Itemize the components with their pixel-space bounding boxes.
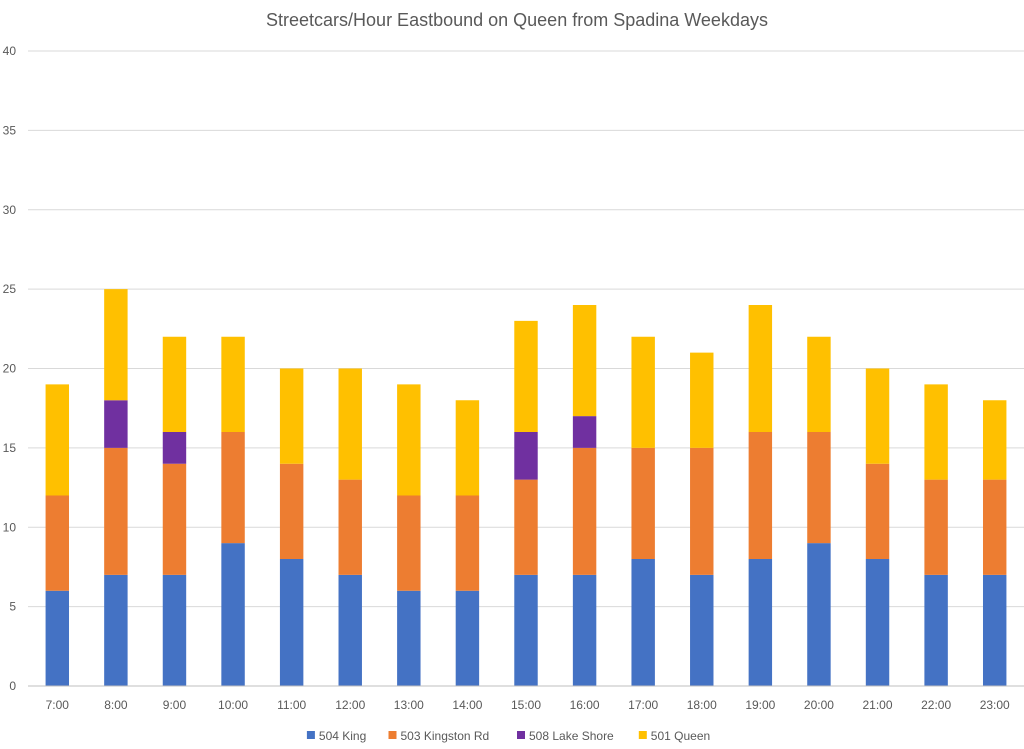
legend-swatch [388, 731, 397, 739]
bar-segment [807, 432, 831, 544]
bar-segment [690, 574, 714, 686]
bar-segment [397, 495, 421, 591]
x-tick-label: 15:00 [511, 698, 541, 712]
y-tick-label: 0 [9, 679, 16, 693]
bar-segment [221, 432, 245, 544]
x-tick-label: 18:00 [687, 698, 717, 712]
x-tick-label: 19:00 [745, 698, 775, 712]
bars [45, 289, 1007, 686]
x-tick-label: 22:00 [921, 698, 951, 712]
bar-segment [104, 447, 128, 575]
bar-segment [807, 543, 831, 686]
y-axis-ticks: 0 5 10 15 20 25 30 35 40 [3, 44, 17, 693]
x-tick-label: 21:00 [863, 698, 893, 712]
bar-segment [162, 432, 187, 464]
bar-segment [104, 400, 128, 448]
bar-segment [279, 559, 304, 686]
x-tick-label: 12:00 [335, 698, 365, 712]
bar-segment [748, 559, 773, 686]
legend-swatch [638, 731, 647, 739]
x-tick-label: 14:00 [452, 698, 482, 712]
x-tick-label: 20:00 [804, 698, 834, 712]
bar-segment [982, 479, 1007, 575]
bar-segment [748, 432, 773, 559]
x-tick-label: 11:00 [277, 698, 306, 712]
bar-segment [865, 463, 890, 559]
legend-label: 501 Queen [651, 729, 710, 743]
y-tick-label: 25 [3, 282, 17, 296]
bar-segment [104, 574, 128, 686]
legend-label: 508 Lake Shore [529, 729, 614, 743]
x-axis-ticks: 7:00 8:00 9:00 10:00 11:00 12:00 13:00 14:00 15:… [46, 698, 1010, 712]
bar-segment [104, 289, 128, 401]
bar-segment [572, 305, 597, 417]
y-tick-label: 40 [3, 44, 17, 58]
x-tick-label: 10:00 [218, 698, 248, 712]
x-tick-label: 16:00 [570, 698, 600, 712]
bar-segment [279, 463, 304, 559]
bar-segment [514, 479, 538, 575]
bar-segment [982, 400, 1007, 480]
legend-swatch [517, 731, 525, 739]
y-tick-label: 5 [9, 600, 16, 614]
y-tick-label: 15 [3, 441, 17, 455]
chart-title: Streetcars/Hour Eastbound on Queen from … [266, 10, 768, 30]
bar-segment [455, 495, 480, 591]
y-tick-label: 20 [3, 362, 17, 376]
x-tick-label: 23:00 [980, 698, 1010, 712]
x-tick-label: 13:00 [394, 698, 424, 712]
bar-segment [221, 336, 245, 432]
legend-swatch [306, 731, 315, 739]
bar-segment [631, 447, 655, 559]
bar-segment [338, 574, 362, 686]
bar-segment [924, 384, 948, 480]
bar-segment [162, 574, 187, 686]
legend-label: 504 King [319, 729, 366, 743]
legend: 504 King 503 Kingston Rd 508 Lake Shore 501… [306, 729, 710, 743]
bar-segment [45, 590, 70, 686]
bar-segment [162, 336, 187, 432]
bar-segment [631, 559, 655, 686]
legend-label: 503 Kingston Rd [401, 729, 490, 743]
bar-segment [748, 305, 773, 432]
bar-segment [631, 336, 655, 448]
x-tick-label: 9:00 [163, 698, 187, 712]
x-tick-label: 7:00 [46, 698, 70, 712]
bar-segment [338, 368, 362, 480]
bar-segment [455, 400, 480, 496]
bar-segment [514, 432, 538, 480]
bar-segment [397, 384, 421, 496]
bar-segment [514, 320, 538, 432]
bar-segment [279, 368, 304, 464]
y-tick-label: 10 [3, 520, 17, 534]
bar-segment [572, 574, 597, 686]
y-tick-label: 35 [3, 123, 17, 137]
bar-segment [690, 352, 714, 448]
bar-segment [572, 416, 597, 448]
x-tick-label: 17:00 [628, 698, 658, 712]
bar-segment [865, 559, 890, 686]
x-tick-label: 8:00 [104, 698, 128, 712]
bar-segment [338, 479, 362, 575]
bar-segment [162, 463, 187, 575]
y-tick-label: 30 [3, 203, 17, 217]
bar-segment [572, 447, 597, 575]
bar-segment [397, 590, 421, 686]
bar-segment [514, 574, 538, 686]
bar-segment [45, 384, 70, 496]
bar-segment [924, 479, 948, 575]
bar-segment [690, 447, 714, 575]
bar-segment [865, 368, 890, 464]
bar-segment [807, 336, 831, 432]
bar-segment [982, 574, 1007, 686]
bar-segment [924, 574, 948, 686]
bar-segment [455, 590, 480, 686]
bar-segment [45, 495, 70, 591]
bar-segment [221, 543, 245, 686]
